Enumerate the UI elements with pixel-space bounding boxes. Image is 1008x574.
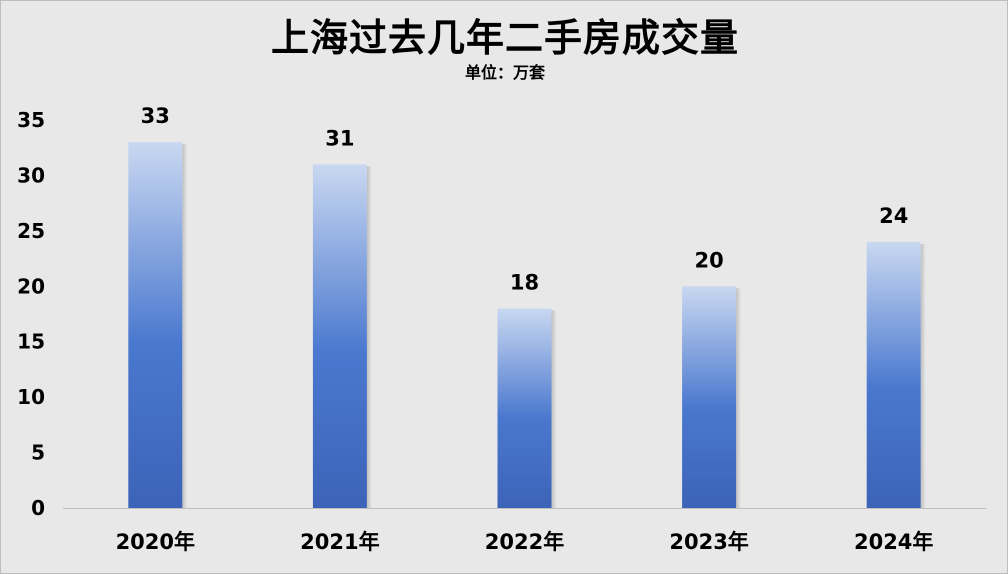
x-tick-label: 2024年 [854, 530, 933, 554]
x-tick-label: 2022年 [485, 530, 564, 554]
bars: 33 31 18 20 24 [128, 104, 926, 509]
bar-value-label: 24 [879, 204, 908, 228]
y-tick-label: 30 [17, 163, 45, 187]
bar [866, 241, 921, 508]
chart-title: 上海过去几年二手房成交量 [270, 16, 739, 60]
x-tick-label: 2021年 [300, 530, 379, 554]
bar [682, 286, 737, 508]
chart-subtitle: 单位：万套 [464, 63, 545, 82]
y-tick-label: 0 [31, 496, 45, 520]
bar-shadow [920, 243, 926, 508]
y-tick-label: 25 [17, 219, 45, 243]
y-tick-label: 5 [31, 441, 45, 465]
y-tick-label: 15 [17, 330, 45, 354]
bar-shadow [736, 288, 742, 508]
y-tick-label: 35 [17, 108, 45, 132]
bar-shadow [182, 144, 188, 508]
bar [497, 308, 552, 508]
bar [312, 164, 367, 509]
y-tick-label: 10 [17, 385, 45, 409]
bar-value-label: 33 [141, 104, 170, 128]
y-axis: 0 5 10 15 20 25 30 35 [17, 108, 45, 520]
bar-shadow [551, 310, 557, 508]
y-tick-label: 20 [17, 274, 45, 298]
bar-value-label: 20 [694, 248, 723, 272]
x-tick-label: 2020年 [116, 530, 195, 554]
x-tick-label: 2023年 [669, 530, 748, 554]
bar [128, 142, 183, 508]
bar-value-label: 18 [510, 270, 539, 294]
bar-value-label: 31 [325, 126, 354, 150]
x-axis: 2020年 2021年 2022年 2023年 2024年 [63, 508, 986, 554]
bar-shadow [366, 166, 372, 509]
